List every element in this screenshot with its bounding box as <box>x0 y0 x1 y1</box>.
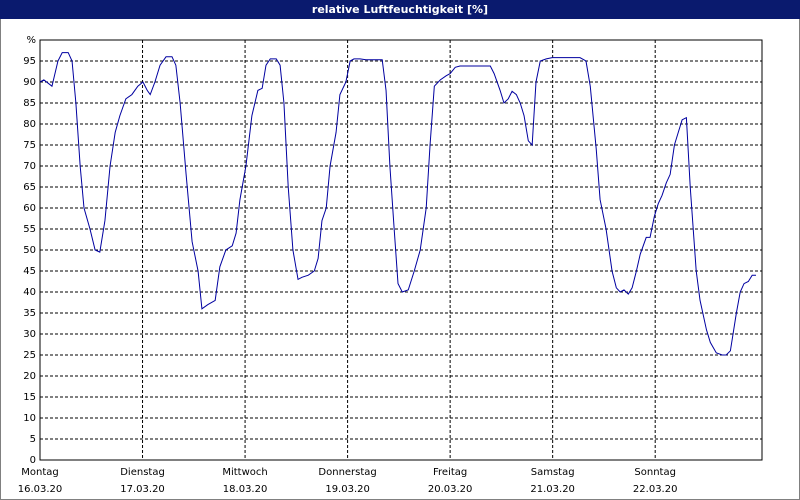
y-tick-label: 35 <box>23 308 36 319</box>
y-tick-label: 70 <box>23 161 36 172</box>
y-tick-label: 40 <box>23 287 36 298</box>
x-tick-label: Samstag <box>531 467 575 478</box>
title-bar <box>0 0 800 19</box>
x-tick-date: 17.03.20 <box>120 484 165 495</box>
x-tick-date: 16.03.20 <box>18 484 63 495</box>
x-tick-label: Montag <box>21 467 58 478</box>
y-tick-label: % <box>26 35 36 46</box>
x-tick-label: Sonntag <box>634 467 676 478</box>
x-tick-date: 20.03.20 <box>428 484 473 495</box>
x-tick-label: Freitag <box>433 467 467 478</box>
y-tick-label: 20 <box>23 371 36 382</box>
y-tick-label: 25 <box>23 350 36 361</box>
y-tick-label: 15 <box>23 392 36 403</box>
y-tick-label: 5 <box>30 434 36 445</box>
x-tick-label: Mittwoch <box>222 467 267 478</box>
y-tick-label: 90 <box>23 77 36 88</box>
y-tick-label: 55 <box>23 224 36 235</box>
y-tick-label: 85 <box>23 98 36 109</box>
y-tick-label: 45 <box>23 266 36 277</box>
y-tick-label: 65 <box>23 182 36 193</box>
line-series <box>39 52 757 356</box>
y-tick-label: 80 <box>23 119 36 130</box>
y-tick-label: 50 <box>23 245 36 256</box>
x-tick-label: Dienstag <box>120 467 165 478</box>
y-tick-label: 0 <box>30 455 36 466</box>
x-tick-date: 22.03.20 <box>633 484 678 495</box>
x-tick-date: 18.03.20 <box>223 484 268 495</box>
y-tick-label: 75 <box>23 140 36 151</box>
x-tick-date: 19.03.20 <box>325 484 370 495</box>
x-tick-label: Donnerstag <box>318 467 376 478</box>
x-tick-date: 21.03.20 <box>530 484 575 495</box>
chart-title: relative Luftfeuchtigkeit [%] <box>312 3 488 16</box>
y-tick-label: 95 <box>23 56 36 67</box>
y-tick-label: 30 <box>23 329 36 340</box>
y-tick-label: 60 <box>23 203 36 214</box>
y-tick-label: 10 <box>23 413 36 424</box>
